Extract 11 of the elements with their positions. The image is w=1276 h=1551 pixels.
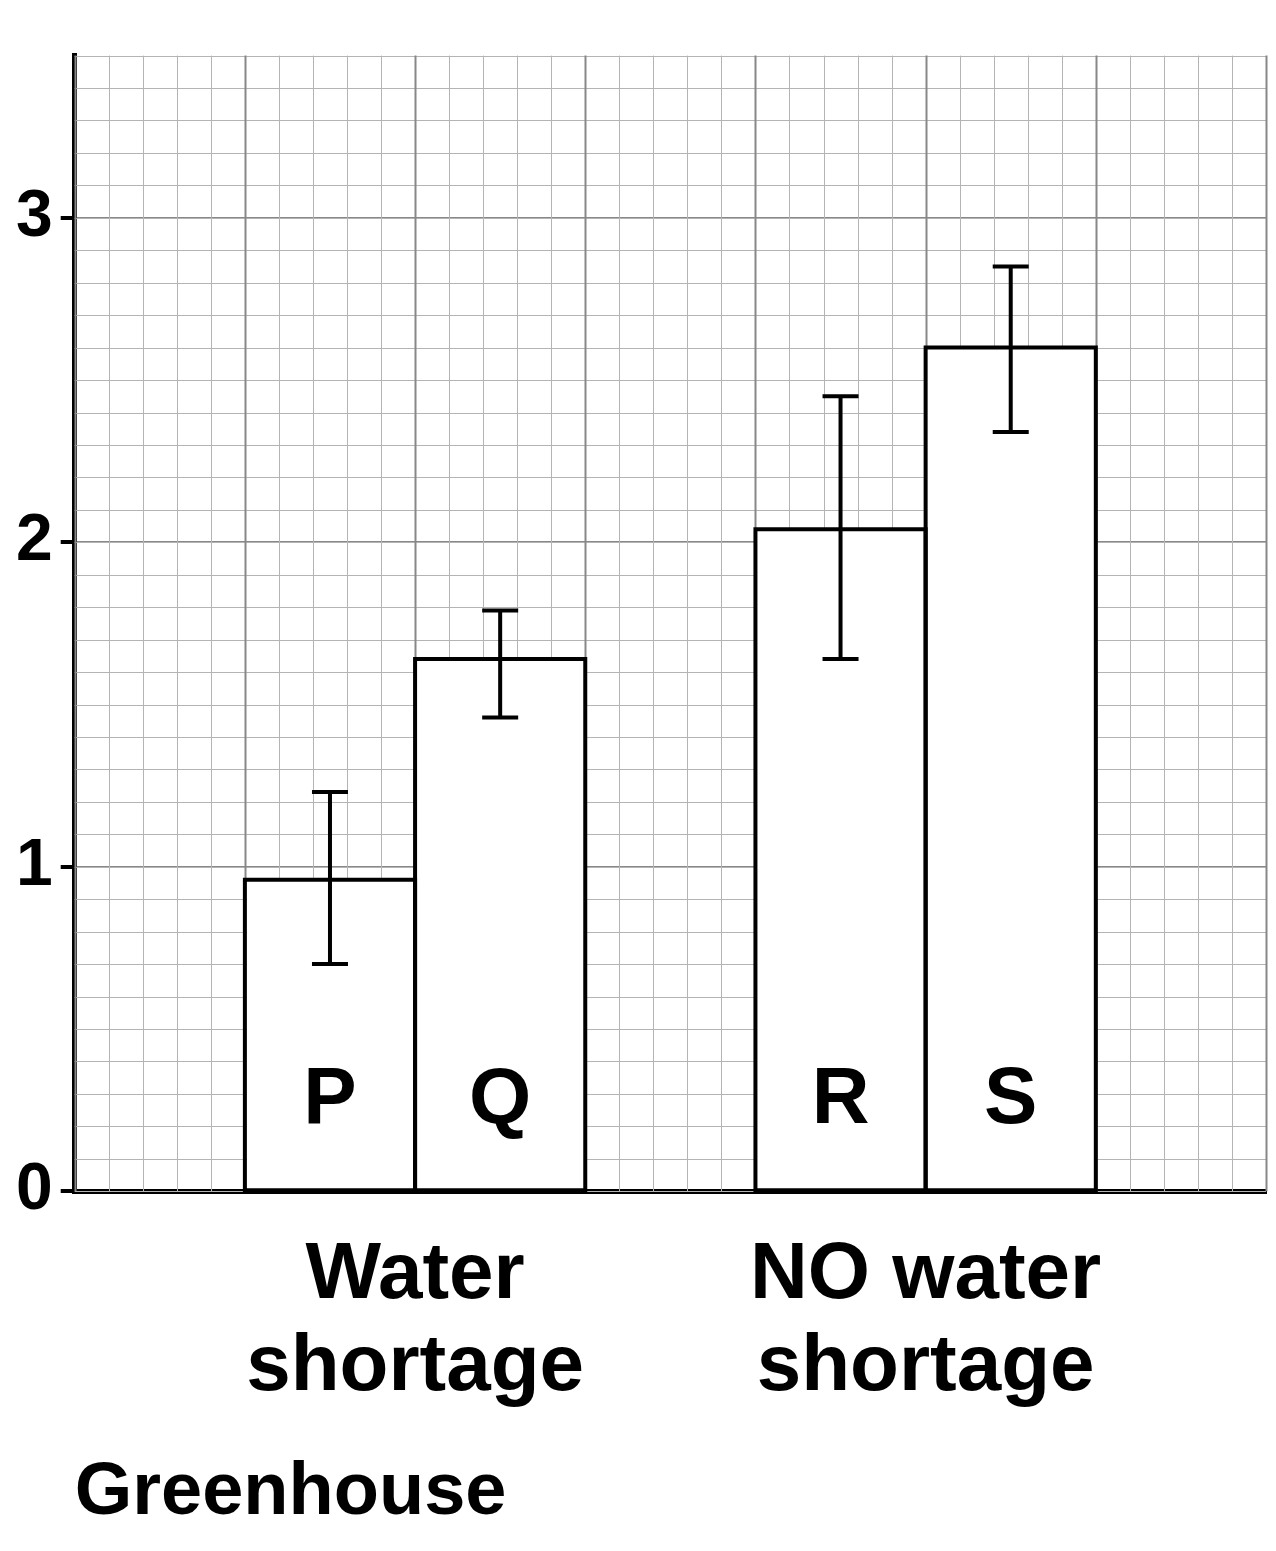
- text: NO water shortage: [750, 1226, 1102, 1408]
- x-tick-label: R: [811, 1051, 870, 1141]
- text: Water shortage: [246, 1226, 585, 1408]
- x-axis-title: Greenhouse: [74, 1447, 507, 1531]
- y-tick-label: 2: [15, 500, 53, 575]
- x-tick-label: S: [984, 1051, 1038, 1141]
- x-tick-label: P: [303, 1051, 357, 1141]
- y-tick-label: 0: [15, 1149, 53, 1224]
- y-tick-label: 3: [15, 176, 53, 251]
- x-tick-label: Q: [469, 1051, 532, 1141]
- y-tick-label: 1: [15, 824, 53, 899]
